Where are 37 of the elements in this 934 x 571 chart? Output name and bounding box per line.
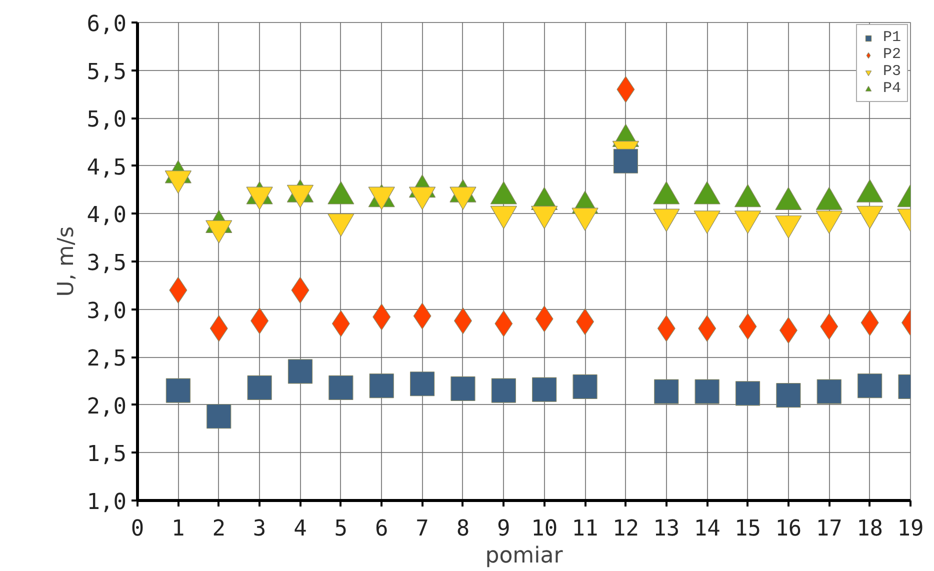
x-tick-label: 17 [816,516,842,542]
x-tick-label: 12 [612,516,639,542]
legend-label: P4 [883,80,902,97]
x-tick-label: 0 [130,516,144,542]
x-tick-label: 10 [531,516,558,542]
x-tick-label: 8 [456,516,470,542]
y-tick-label: 1,5 [86,442,127,468]
legend-label: P2 [883,46,902,63]
y-tick-label: 1,0 [86,490,127,515]
x-tick-label: 9 [497,516,510,542]
x-tick-label: 2 [212,516,226,542]
y-tick-label: 2,5 [86,346,127,372]
y-tick-label: 3,0 [86,298,127,324]
y-tick-label: 5,0 [86,108,127,133]
x-tick-label: 11 [572,516,598,542]
legend-label: P1 [883,29,902,46]
x-tick-label: 15 [734,516,762,542]
y-tick-label: 5,5 [86,60,127,85]
x-tick-label: 5 [334,516,348,542]
x-tick-label: 19 [897,516,924,542]
y-axis-title: U, m/s [54,226,79,297]
x-tick-label: 18 [856,516,884,542]
legend-label: P3 [883,63,902,80]
x-tick-label: 3 [252,516,266,542]
x-tick-label: 14 [694,516,720,542]
y-tick-label: 4,0 [86,203,127,228]
x-tick-label: 6 [374,516,388,542]
x-tick-label: 13 [653,516,680,542]
x-tick-label: 16 [775,516,802,542]
x-tick-label: 7 [416,516,429,542]
y-tick-label: 2,0 [86,394,127,420]
y-tick-label: 3,5 [86,251,127,276]
x-tick-label: 1 [172,516,185,542]
y-tick-label: 6,0 [86,12,127,37]
y-tick-label: 4,5 [86,155,127,180]
x-axis-title: pomiar [485,544,564,568]
x-tick-label: 4 [294,516,307,542]
